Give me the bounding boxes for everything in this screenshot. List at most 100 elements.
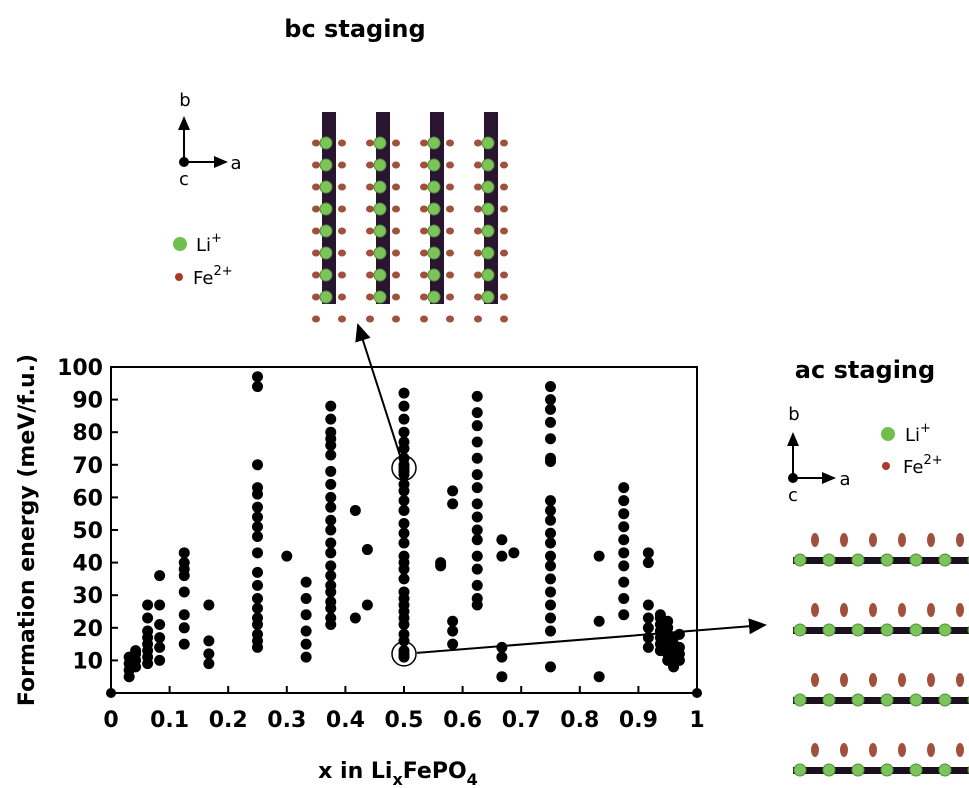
li-atom bbox=[851, 623, 865, 637]
point bbox=[618, 609, 630, 621]
fe-atom bbox=[500, 315, 508, 323]
point bbox=[662, 615, 674, 627]
point bbox=[398, 586, 410, 598]
point bbox=[398, 550, 410, 562]
li-atom bbox=[427, 290, 441, 304]
li-atom bbox=[909, 693, 923, 707]
fe-atom bbox=[500, 227, 508, 235]
axis-end bbox=[106, 688, 116, 698]
li-atom bbox=[319, 246, 333, 260]
y-axis-label: Formation energy (meV/f.u.) bbox=[15, 354, 40, 706]
point bbox=[325, 514, 337, 526]
point bbox=[300, 576, 312, 588]
point bbox=[471, 563, 483, 575]
point bbox=[398, 478, 410, 490]
point bbox=[325, 570, 337, 582]
fe-sup: 2+ bbox=[213, 264, 232, 279]
fe-atom bbox=[366, 271, 374, 279]
fe-atom bbox=[392, 161, 400, 169]
arrow bbox=[416, 618, 767, 654]
point bbox=[545, 661, 556, 673]
point bbox=[398, 426, 410, 438]
fe-atom bbox=[500, 205, 508, 213]
point bbox=[325, 560, 337, 572]
li-atom bbox=[909, 763, 923, 777]
point bbox=[545, 527, 556, 539]
fe-atom bbox=[446, 293, 454, 301]
fe-atom bbox=[366, 161, 374, 169]
point bbox=[447, 498, 459, 510]
point bbox=[325, 413, 337, 425]
point bbox=[398, 573, 410, 585]
li-atom bbox=[427, 246, 441, 260]
point bbox=[673, 628, 685, 640]
axis-label: b bbox=[788, 404, 799, 425]
point bbox=[447, 615, 459, 627]
fe-atom bbox=[446, 139, 454, 147]
y-tick-label: 100 bbox=[57, 356, 103, 381]
point bbox=[618, 482, 630, 494]
fe-atom bbox=[420, 227, 428, 235]
point bbox=[435, 557, 447, 569]
fe-atom bbox=[840, 603, 848, 617]
x-label-text: x in Li bbox=[318, 759, 392, 784]
point bbox=[154, 654, 166, 666]
fe-atom bbox=[392, 249, 400, 257]
y-tick-label: 20 bbox=[72, 617, 103, 642]
li-sup: + bbox=[211, 231, 222, 246]
fe-atom bbox=[956, 673, 964, 687]
li-atom bbox=[851, 763, 865, 777]
x-tick-label: 0.7 bbox=[502, 708, 541, 733]
fe-atom bbox=[338, 139, 346, 147]
axis-label: c bbox=[179, 169, 189, 190]
fe-atom bbox=[312, 271, 320, 279]
fe-atom bbox=[869, 673, 877, 687]
li-atom bbox=[319, 158, 333, 172]
point bbox=[325, 501, 337, 513]
point bbox=[203, 635, 215, 647]
fe-atom bbox=[420, 183, 428, 191]
point bbox=[361, 599, 373, 611]
fe-atom bbox=[366, 227, 374, 235]
x-tick-label: 0.9 bbox=[619, 708, 658, 733]
point bbox=[325, 491, 337, 503]
fe-atom bbox=[420, 315, 428, 323]
fe-atom bbox=[312, 183, 320, 191]
point bbox=[300, 592, 312, 604]
li-atom bbox=[427, 136, 441, 150]
point bbox=[252, 592, 263, 604]
fe-atom bbox=[927, 743, 935, 757]
ac-axes bbox=[787, 432, 836, 484]
point bbox=[154, 619, 166, 631]
fe-atom bbox=[312, 139, 320, 147]
axis-label: b bbox=[179, 90, 190, 111]
fe-atom bbox=[869, 743, 877, 757]
point bbox=[593, 550, 605, 562]
point bbox=[203, 599, 215, 611]
li-atom bbox=[373, 224, 387, 238]
point bbox=[471, 436, 483, 448]
li-atom bbox=[427, 202, 441, 216]
arrow bbox=[355, 323, 401, 456]
fe-atom bbox=[500, 293, 508, 301]
point bbox=[398, 495, 410, 507]
point bbox=[471, 511, 483, 523]
fe-atom bbox=[392, 227, 400, 235]
point bbox=[300, 609, 312, 621]
y-tick-label: 90 bbox=[72, 389, 103, 414]
fe-atom bbox=[420, 161, 428, 169]
li: Li bbox=[196, 235, 211, 256]
point bbox=[447, 485, 459, 497]
point bbox=[325, 449, 337, 461]
li-atom bbox=[481, 136, 495, 150]
x-label-text: FePO bbox=[403, 759, 467, 784]
fe-atom bbox=[927, 603, 935, 617]
li-atom bbox=[822, 623, 836, 637]
li-atom bbox=[851, 553, 865, 567]
point bbox=[325, 478, 337, 490]
point bbox=[203, 658, 215, 670]
point bbox=[252, 579, 263, 591]
x-tick-label: 0.8 bbox=[560, 708, 599, 733]
y-tick-label: 40 bbox=[72, 552, 103, 577]
point bbox=[618, 560, 630, 572]
